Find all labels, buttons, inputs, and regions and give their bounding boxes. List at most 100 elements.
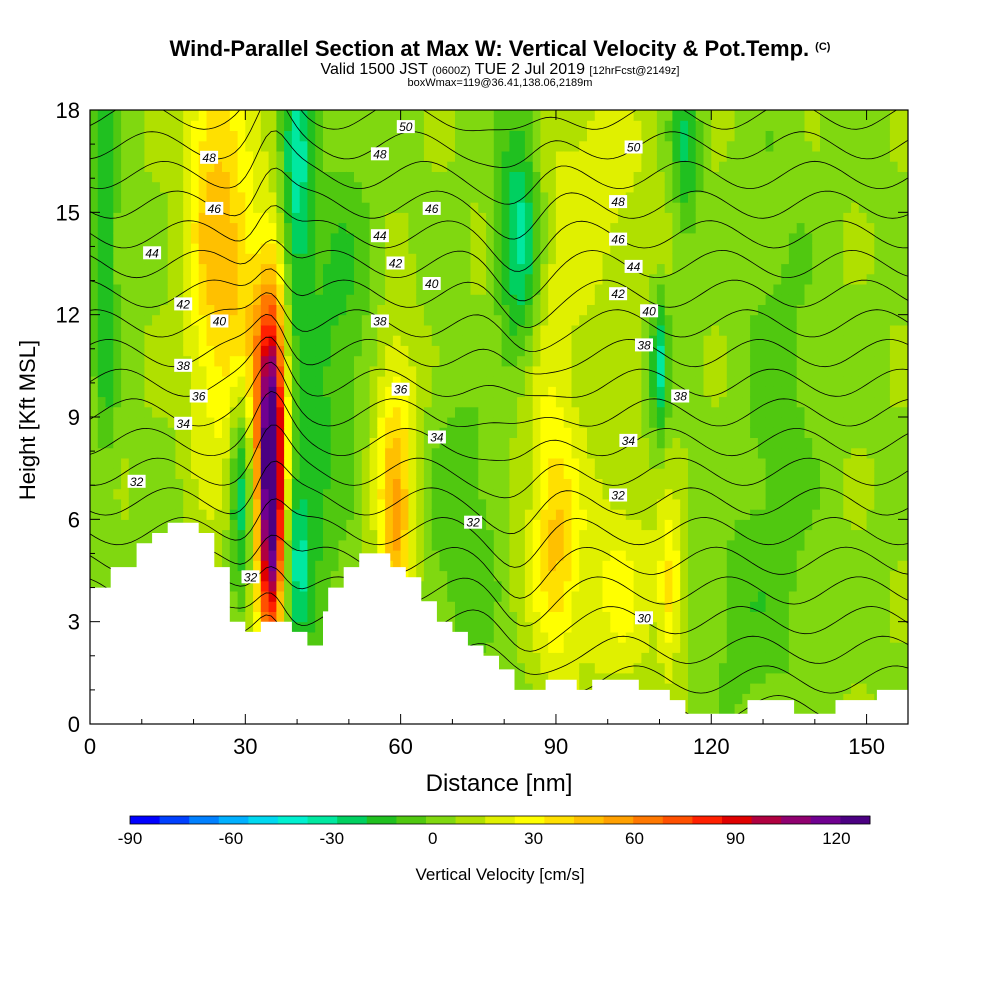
- velocity-cell: [602, 611, 611, 623]
- velocity-cell: [602, 488, 611, 500]
- velocity-cell: [493, 406, 503, 418]
- velocity-cell: [656, 672, 666, 684]
- velocity-cell: [719, 202, 728, 213]
- velocity-cell: [330, 171, 340, 183]
- velocity-cell: [524, 314, 534, 326]
- velocity-cell: [315, 304, 324, 316]
- velocity-cell: [680, 591, 689, 602]
- velocity-cell: [175, 427, 184, 438]
- velocity-cell: [198, 314, 208, 326]
- velocity-cell: [323, 253, 332, 265]
- velocity-cell: [222, 284, 231, 295]
- velocity-cell: [105, 324, 114, 336]
- velocity-cell: [555, 478, 565, 490]
- velocity-cell: [486, 304, 495, 316]
- velocity-cell: [416, 202, 425, 213]
- velocity-cell: [229, 294, 239, 305]
- velocity-cell: [136, 243, 145, 254]
- velocity-cell: [408, 468, 417, 479]
- velocity-cell: [680, 304, 689, 316]
- velocity-cell: [571, 171, 580, 183]
- velocity-cell: [307, 570, 316, 582]
- velocity-cell: [431, 519, 441, 531]
- velocity-cell: [501, 181, 510, 193]
- velocity-cell: [338, 376, 347, 387]
- velocity-cell: [291, 457, 301, 469]
- velocity-cell: [563, 652, 573, 664]
- velocity-cell: [346, 110, 355, 121]
- velocity-cell: [656, 539, 666, 551]
- velocity-cell: [602, 621, 611, 633]
- velocity-cell: [517, 345, 526, 357]
- velocity-cell: [571, 386, 580, 398]
- velocity-cell: [680, 621, 689, 633]
- velocity-cell: [198, 417, 208, 428]
- velocity-cell: [517, 611, 526, 623]
- velocity-cell: [330, 161, 340, 172]
- velocity-cell: [346, 396, 355, 408]
- velocity-cell: [579, 181, 588, 193]
- velocity-cell: [447, 161, 456, 172]
- velocity-cell: [113, 294, 122, 305]
- velocity-cell: [222, 181, 231, 193]
- velocity-cell: [338, 150, 347, 162]
- velocity-cell: [423, 580, 433, 592]
- velocity-cell: [664, 284, 674, 295]
- velocity-cell: [726, 181, 736, 193]
- velocity-cell: [618, 550, 627, 561]
- velocity-cell: [486, 335, 495, 346]
- velocity-cell: [524, 488, 534, 500]
- velocity-cell: [532, 120, 542, 131]
- velocity-cell: [291, 417, 301, 428]
- velocity-cell: [579, 294, 588, 305]
- velocity-cell: [385, 355, 394, 367]
- velocity-cell: [136, 171, 145, 183]
- velocity-cell: [245, 355, 254, 367]
- velocity-cell: [237, 253, 246, 265]
- velocity-cell: [594, 253, 604, 265]
- velocity-cell: [594, 478, 604, 490]
- velocity-cell: [649, 376, 658, 387]
- velocity-cell: [486, 243, 495, 254]
- velocity-cell: [501, 294, 510, 305]
- velocity-cell: [493, 468, 503, 479]
- velocity-cell: [299, 294, 309, 305]
- velocity-cell: [517, 437, 526, 449]
- velocity-cell: [680, 324, 689, 336]
- velocity-cell: [726, 222, 736, 234]
- velocity-cell: [229, 417, 239, 428]
- velocity-cell: [198, 232, 208, 244]
- velocity-cell: [416, 273, 425, 285]
- velocity-cell: [501, 161, 510, 172]
- velocity-cell: [159, 386, 169, 398]
- velocity-cell: [602, 355, 611, 367]
- velocity-cell: [416, 263, 425, 275]
- velocity-cell: [423, 468, 433, 479]
- velocity-cell: [462, 570, 472, 582]
- velocity-cell: [408, 243, 417, 254]
- velocity-cell: [144, 191, 153, 203]
- velocity-cell: [369, 171, 378, 183]
- velocity-cell: [649, 468, 658, 479]
- velocity-cell: [548, 386, 557, 398]
- velocity-cell: [548, 417, 557, 428]
- velocity-cell: [571, 601, 580, 612]
- velocity-cell: [555, 130, 565, 142]
- velocity-cell: [206, 161, 215, 172]
- velocity-cell: [719, 284, 728, 295]
- velocity-cell: [369, 529, 378, 541]
- velocity-cell: [548, 570, 557, 582]
- velocity-cell: [276, 478, 285, 490]
- velocity-cell: [307, 417, 316, 428]
- velocity-cell: [470, 140, 479, 152]
- velocity-cell: [191, 253, 200, 265]
- velocity-cell: [385, 498, 394, 510]
- velocity-cell: [501, 417, 510, 428]
- velocity-cell: [703, 140, 712, 152]
- velocity-cell: [338, 110, 347, 121]
- velocity-cell: [447, 509, 456, 520]
- velocity-cell: [423, 171, 433, 183]
- velocity-cell: [579, 263, 588, 275]
- velocity-cell: [610, 171, 619, 183]
- velocity-cell: [113, 457, 122, 469]
